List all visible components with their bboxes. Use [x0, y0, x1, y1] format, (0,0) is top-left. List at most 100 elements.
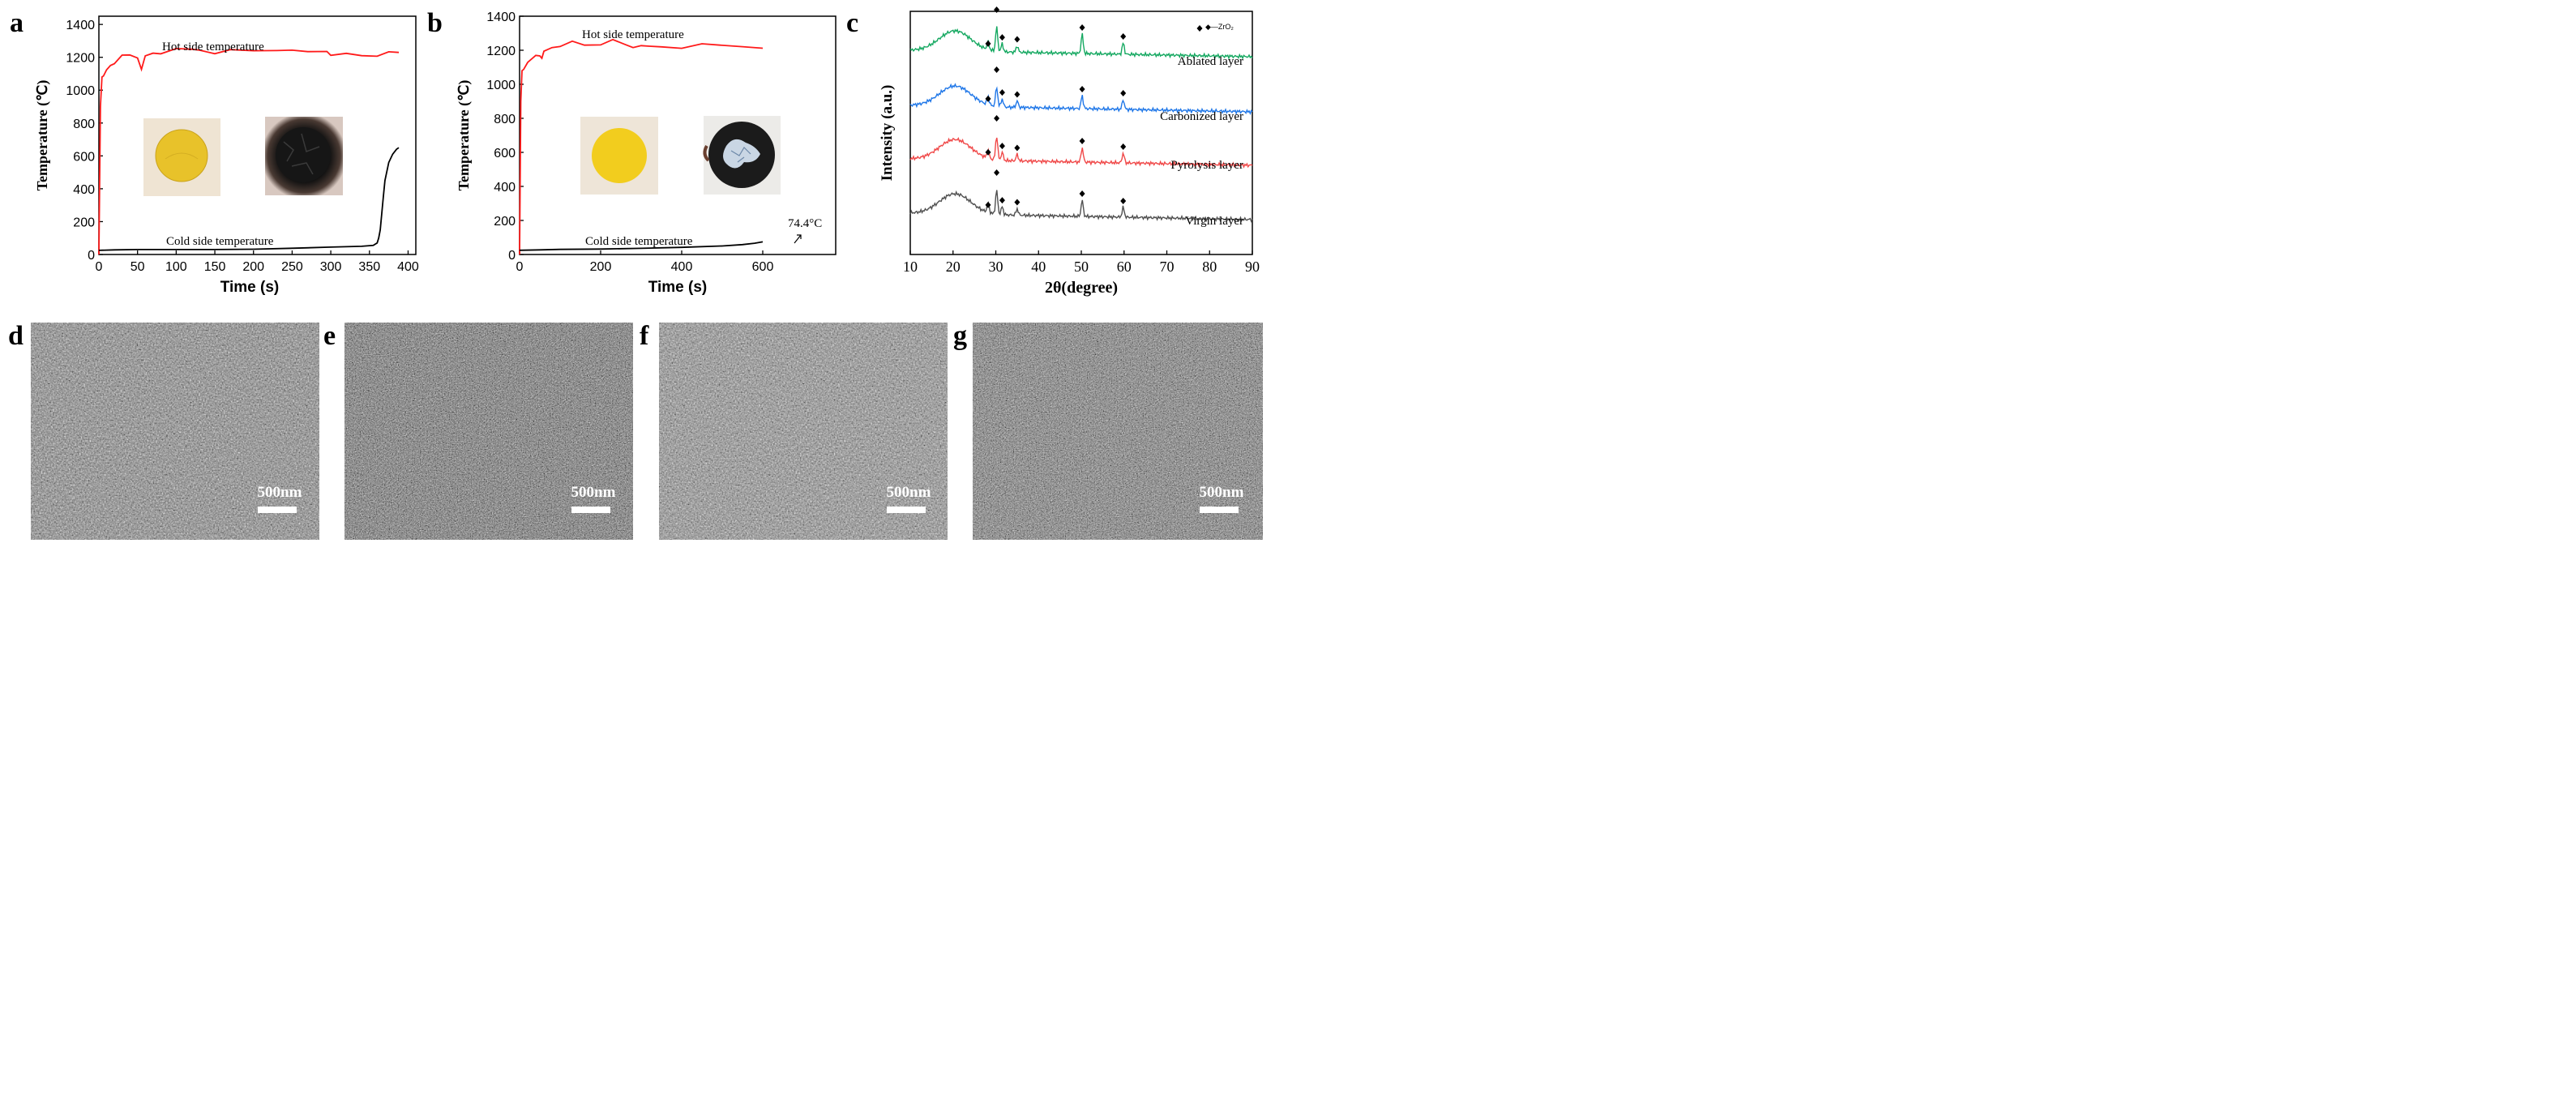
- panel-a-xtick-label: 100: [165, 260, 187, 274]
- panel-b-ytick-label: 200: [494, 215, 516, 229]
- panel-a-ytick-label: 600: [73, 150, 95, 164]
- panel-b-end-value-label: 74.4°C: [788, 217, 822, 230]
- panel-c-chart: 10 20 30 40 50 60 70 80 90 Ablated layer Carboniz…: [879, 6, 1260, 297]
- panel-a-ytick-label: 1200: [66, 52, 95, 66]
- scale-bar-label-d: 500nm: [258, 484, 302, 501]
- panel-c-peak-marker: [985, 148, 991, 156]
- panel-a-virgin-sample-photo: [143, 118, 220, 196]
- panel-b-virgin-sample-photo: [580, 117, 658, 195]
- panel-b-ytick-label: 1200: [486, 45, 516, 58]
- scale-bar-d: [258, 507, 297, 513]
- panel-c-series-label: Pyrolysis layer: [1170, 159, 1243, 172]
- panel-b-ytick-label: 1000: [486, 79, 516, 92]
- panel-c-xlabel: 2θ(degree): [1045, 279, 1118, 297]
- panel-label-f: f: [640, 321, 649, 351]
- panel-c-xtick-label: 10: [903, 259, 918, 275]
- panel-label-g: g: [953, 321, 967, 351]
- panel-c-xtick-label: 80: [1202, 259, 1217, 275]
- panel-c-series-line: [909, 136, 1253, 169]
- sem-image-e: [344, 323, 633, 540]
- panel-label-e: e: [323, 321, 336, 351]
- panel-a-cold-annotation: Cold side temperature: [166, 235, 274, 248]
- panel-c-xtick-label: 70: [1160, 259, 1175, 275]
- panel-b-ytick-label: 600: [494, 147, 516, 160]
- sem-image-f: [659, 323, 948, 540]
- panel-c-peak-marker: [999, 143, 1005, 150]
- scale-bar-e: [571, 507, 610, 513]
- panel-c-xtick-label: 50: [1074, 259, 1089, 275]
- panel-a-xtick-label: 350: [358, 260, 380, 274]
- panel-c-series-label: Virgin layer: [1185, 215, 1243, 228]
- panel-a-frame: [98, 15, 417, 255]
- sem-panel-g: g 500nm: [953, 321, 1263, 540]
- panel-b-ytick-label: 1400: [486, 11, 516, 24]
- panel-a-ylabel: Temperature (℃): [34, 80, 51, 191]
- panel-c-peak-marker: [1120, 197, 1127, 204]
- panel-a-hot-side-line: [98, 47, 400, 255]
- panel-c-series-line: [909, 26, 1253, 60]
- panel-c-peak-marker: [1079, 190, 1085, 198]
- sem-image-g: [973, 323, 1263, 540]
- panel-a-ablated-sample-photo: [265, 117, 343, 195]
- panel-c-peak-marker: [985, 201, 991, 208]
- panel-a-xtick-label: 300: [320, 260, 342, 274]
- panel-c-peak-marker: [985, 40, 991, 47]
- panel-c-legend: ◆—ZrO₂: [1205, 23, 1234, 31]
- panel-b-cold-side-line: [519, 241, 764, 251]
- panel-a-chart: 0 50 100 150 200 250 300 350 400 0 200 400 600 800 10…: [34, 15, 419, 296]
- panel-c-peak-marker: [1014, 199, 1021, 206]
- panel-a-ytick-label: 0: [88, 249, 95, 263]
- panel-a-xlabel: Time (s): [220, 279, 280, 296]
- panel-label-c: c: [846, 8, 858, 38]
- panel-b-xtick-label: 600: [752, 260, 774, 274]
- panel-a-cold-side-line: [98, 147, 400, 251]
- panel-c-peak-marker: [994, 6, 1000, 14]
- panel-c-series-label: Carbonized layer: [1160, 110, 1243, 123]
- panel-b-chart: 0 200 400 600 0 200 400 600 800 1000 1200 1400 Tim…: [456, 11, 837, 296]
- panel-c-xtick-label: 20: [946, 259, 961, 275]
- panel-c-peak-marker: [994, 169, 1000, 177]
- panel-b-hot-side-line: [519, 38, 764, 255]
- panel-a-ytick-label: 800: [73, 118, 95, 131]
- figure-canvas: a b c 0 50 100 150 200 250 300 350 400 020040060…: [8, 6, 1263, 540]
- panel-a-xtick-label: 250: [281, 260, 303, 274]
- panel-c-xtick-label: 60: [1117, 259, 1132, 275]
- panel-c-series-label: Ablated layer: [1178, 55, 1243, 68]
- panel-c-ylabel: Intensity (a.u.): [879, 85, 896, 182]
- panel-b-xtick-label: 400: [671, 260, 693, 274]
- panel-c-peak-marker: [1014, 91, 1021, 98]
- panel-c-peak-marker: [1120, 32, 1127, 40]
- panel-label-d: d: [8, 321, 24, 351]
- panel-a-ytick-label: 200: [73, 216, 95, 229]
- panel-c-peak-marker: [1120, 89, 1127, 96]
- panel-c-series-line: [909, 83, 1253, 116]
- panel-a-xtick-label: 200: [242, 260, 264, 274]
- panel-a-xtick-label: 50: [131, 260, 145, 274]
- panel-c-peak-marker: [1014, 36, 1021, 43]
- panel-c-peak-marker: [999, 34, 1005, 41]
- panel-c-peak-marker: [994, 115, 1000, 122]
- panel-a-ytick-label: 1000: [66, 84, 95, 98]
- panel-b-ytick-label: 800: [494, 113, 516, 126]
- sem-image-d: [31, 323, 319, 540]
- panel-a-ytick-label: 1400: [66, 19, 95, 32]
- panel-c-xtick-label: 90: [1245, 259, 1260, 275]
- panel-b-hot-annotation: Hot side temperature: [582, 28, 684, 41]
- panel-a-xtick-label: 0: [96, 260, 103, 274]
- panel-c-peak-marker: [999, 89, 1005, 96]
- panel-c-peak-marker: [1014, 144, 1021, 152]
- panel-c-xtick-label: 30: [989, 259, 1003, 275]
- panel-b-ytick-label: 400: [494, 181, 516, 195]
- panel-c-peak-marker: [999, 197, 1005, 204]
- panel-label-b: b: [427, 8, 443, 38]
- panel-b-end-arrow: [794, 234, 802, 244]
- sem-panel-d: d 500nm: [8, 321, 319, 540]
- panel-b-cold-annotation: Cold side temperature: [585, 235, 693, 248]
- panel-a-hot-annotation: Hot side temperature: [162, 41, 264, 53]
- panel-c-peak-marker: [1079, 86, 1085, 93]
- panel-b-ablated-sample-photo: [703, 116, 781, 195]
- panel-c-peak-marker: [985, 95, 991, 102]
- panel-b-xtick-label: 0: [516, 260, 524, 274]
- panel-c-peak-marker: [994, 66, 1000, 74]
- sem-panel-e: e 500nm: [323, 321, 633, 540]
